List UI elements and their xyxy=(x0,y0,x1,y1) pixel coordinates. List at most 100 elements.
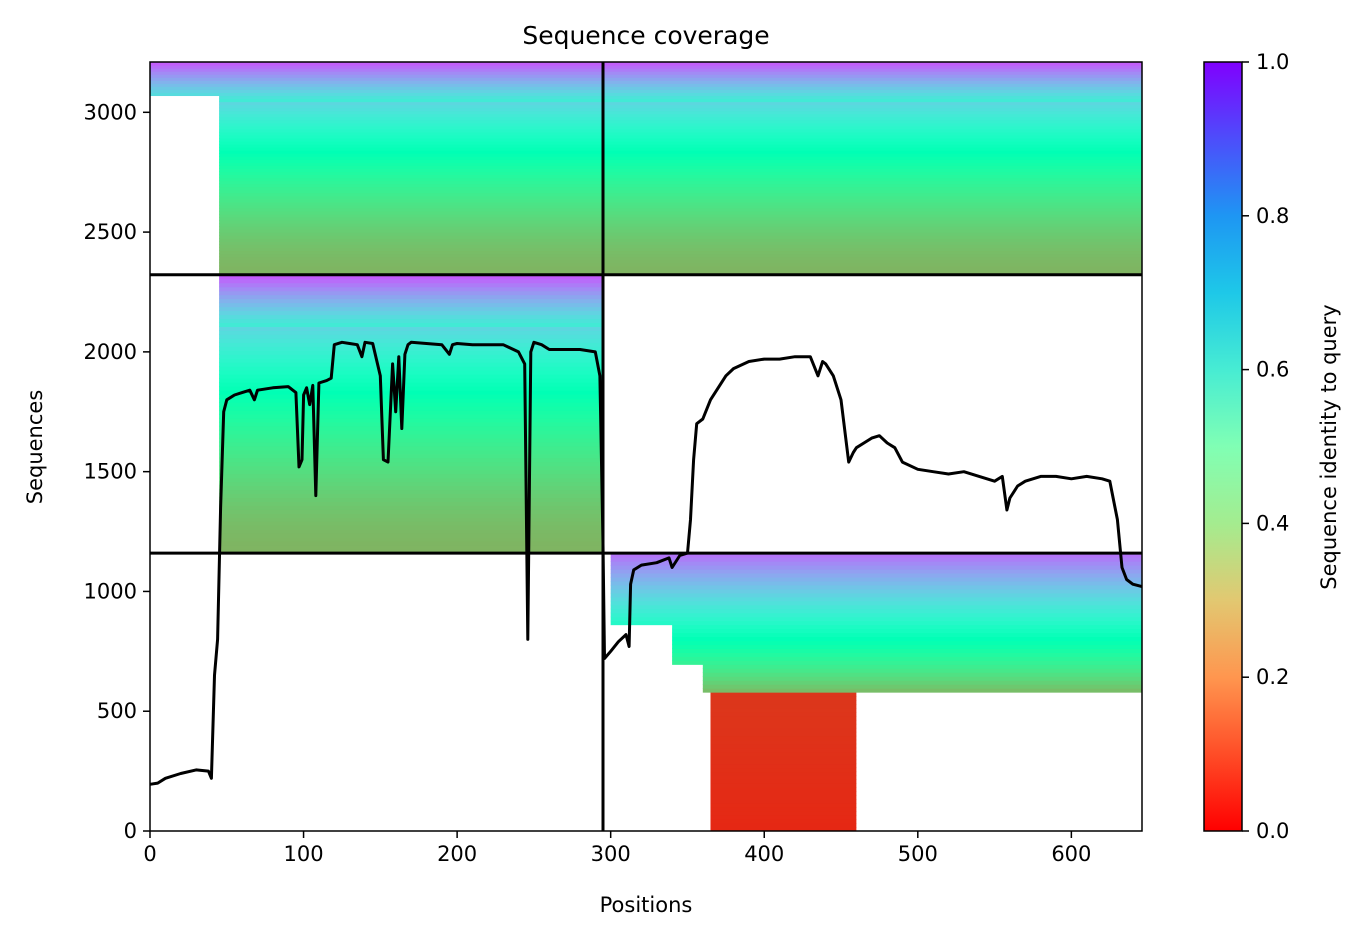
heatmap-band xyxy=(219,513,604,518)
heatmap-band xyxy=(603,226,1142,230)
heatmap-band xyxy=(603,262,1142,267)
chart-title: Sequence coverage xyxy=(522,21,769,50)
heatmap-band xyxy=(219,177,604,182)
heatmap-band xyxy=(219,437,604,443)
heatmap-band xyxy=(219,445,604,451)
colorbar-label: Sequence identity to query xyxy=(1317,304,1341,589)
heatmap-band xyxy=(219,213,604,218)
heatmap-band xyxy=(702,664,1142,669)
heatmap-band xyxy=(603,65,1142,69)
heatmap-band xyxy=(219,501,604,506)
heatmap-band xyxy=(219,405,604,411)
heatmap-band xyxy=(219,247,604,252)
y-tick-label: 3000 xyxy=(84,100,137,124)
heatmap-band xyxy=(603,174,1142,179)
heatmap-band xyxy=(710,811,857,816)
heatmap-band xyxy=(603,253,1142,258)
x-tick-label: 400 xyxy=(744,842,784,866)
heatmap-band xyxy=(219,525,604,530)
heatmap-band xyxy=(219,125,604,130)
heatmap-band xyxy=(219,189,604,194)
heatmap-band xyxy=(219,398,604,403)
colorbar: 0.0 0.2 0.4 0.6 0.8 1.0 Sequence identity to … xyxy=(1203,50,1341,843)
heatmap-band xyxy=(603,153,1142,157)
heatmap-band xyxy=(710,715,857,721)
heatmap-band xyxy=(610,561,1142,566)
heatmap-band xyxy=(219,473,604,479)
x-tick-label: 200 xyxy=(437,842,477,866)
heatmap-band xyxy=(672,628,1142,634)
heatmap-band xyxy=(710,771,857,777)
heatmap-band xyxy=(219,220,604,224)
x-tick-label: 0 xyxy=(143,842,156,866)
heatmap-band xyxy=(603,235,1142,239)
heatmap-band xyxy=(219,195,604,200)
heatmap-band xyxy=(219,265,604,270)
heatmap-band xyxy=(219,282,604,288)
heatmap-band xyxy=(219,244,604,248)
heatmap-band xyxy=(710,735,857,741)
heatmap-band xyxy=(610,572,1142,578)
heatmap-band xyxy=(710,791,857,796)
heatmap-band xyxy=(150,80,604,84)
heatmap-band xyxy=(710,707,857,713)
heatmap-band xyxy=(702,676,1142,681)
heatmap-band xyxy=(219,162,604,166)
heatmap-band xyxy=(603,229,1142,233)
x-tick-label: 300 xyxy=(591,842,631,866)
heatmap-band xyxy=(219,461,604,467)
heatmap-band xyxy=(710,803,857,808)
heatmap-band xyxy=(603,131,1142,136)
heatmap-band xyxy=(219,370,604,375)
colorbar-tick-label: 0.2 xyxy=(1256,665,1289,689)
heatmap-band xyxy=(219,110,604,115)
heatmap-band xyxy=(710,751,857,757)
heatmap-band xyxy=(219,207,604,212)
heatmap-band xyxy=(603,162,1142,166)
heatmap-band xyxy=(603,125,1142,130)
heatmap-band xyxy=(219,306,604,312)
heatmap-band xyxy=(710,823,857,828)
heatmap-band xyxy=(603,177,1142,182)
heatmap-band xyxy=(710,759,857,765)
x-axis: 0 100 200 300 400 500 600 xyxy=(143,831,1091,866)
block-dividers xyxy=(150,62,1142,831)
heatmap-band xyxy=(219,171,604,176)
heatmap-band xyxy=(219,286,604,292)
heatmap-band xyxy=(219,113,604,118)
heatmap-band xyxy=(610,568,1142,574)
heatmap-band xyxy=(219,342,604,347)
heatmap-band xyxy=(603,238,1142,242)
heatmap-band xyxy=(610,596,1142,602)
heatmap-band xyxy=(603,156,1142,160)
heatmap-band xyxy=(219,116,604,121)
heatmap-band xyxy=(219,156,604,160)
heatmap-band xyxy=(710,795,857,800)
heatmap-band xyxy=(603,195,1142,200)
heatmap-band xyxy=(219,549,604,554)
heatmap-band xyxy=(672,656,1142,661)
heatmap-band xyxy=(219,153,604,157)
heatmap-band xyxy=(603,113,1142,118)
heatmap-band xyxy=(603,68,1142,72)
heatmap-band xyxy=(603,201,1142,206)
heatmap-band xyxy=(219,302,604,308)
heatmap-band xyxy=(219,386,604,391)
heatmap-band xyxy=(219,421,604,427)
heatmap-band xyxy=(150,83,604,87)
heatmap-band xyxy=(219,168,604,173)
x-axis-label: Positions xyxy=(600,893,693,917)
heatmap-band xyxy=(219,401,604,407)
heatmap-band xyxy=(710,815,857,820)
heatmap-band xyxy=(219,232,604,236)
heatmap-band xyxy=(710,783,857,788)
heatmap-band xyxy=(219,509,604,514)
heatmap-band xyxy=(219,298,604,304)
heatmap-band xyxy=(603,204,1142,209)
heatmap-band xyxy=(710,699,857,705)
heatmap-band xyxy=(219,433,604,439)
heatmap-band xyxy=(150,92,604,97)
heatmap-band xyxy=(150,74,604,78)
heatmap-band xyxy=(603,259,1142,264)
heatmap-band xyxy=(710,692,857,697)
